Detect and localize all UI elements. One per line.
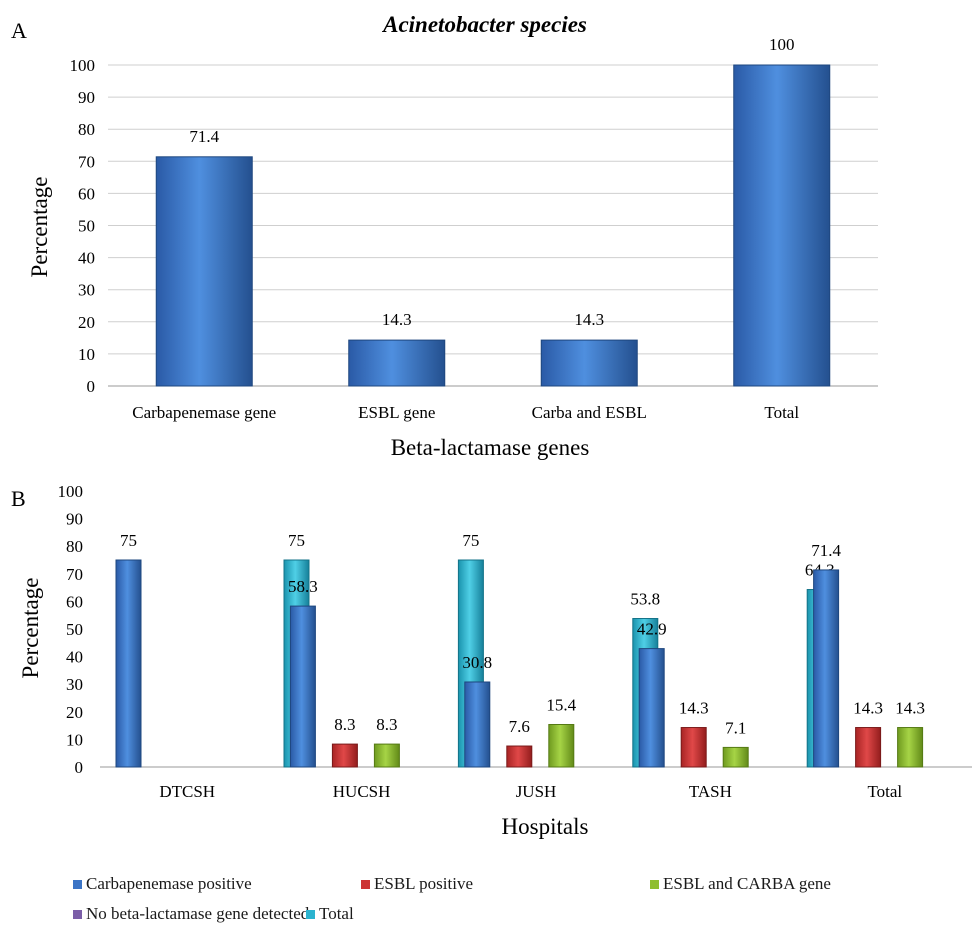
panel-a-xlabel: Beta-lactamase genes	[391, 435, 590, 460]
x-tick-label: JUSH	[516, 782, 557, 801]
x-tick-label: HUCSH	[333, 782, 391, 801]
data-label: 14.3	[574, 310, 604, 329]
y-tick-label: 40	[66, 648, 83, 667]
data-label: 14.3	[679, 699, 709, 718]
data-label: 7.1	[725, 718, 746, 737]
legend-swatch-icon	[650, 879, 659, 889]
bar	[548, 723, 575, 768]
panel-b-ylabel: Percentage	[18, 578, 43, 679]
data-label: 75	[120, 531, 137, 550]
y-tick-label: 60	[78, 184, 95, 203]
bar	[680, 727, 707, 768]
data-label: 75	[288, 531, 305, 550]
data-label: 15.4	[546, 695, 576, 714]
y-tick-label: 80	[78, 120, 95, 139]
bar	[506, 745, 533, 768]
data-label: 58.3	[288, 577, 318, 596]
data-label: 14.3	[853, 699, 883, 718]
y-tick-label: 30	[78, 281, 95, 300]
bar	[638, 648, 665, 768]
bar	[897, 727, 924, 768]
legend-item-no-gene: No beta-lactamase gene detected	[73, 904, 309, 924]
panel-b-letter: B	[11, 486, 26, 511]
legend-label: ESBL positive	[374, 874, 474, 893]
panel-a-plot: 0 10 20 30 40 50 60 70 80 90 100 71.4 Carbapenemase …	[70, 35, 878, 422]
panel-b-xlabel: Hospitals	[502, 814, 589, 839]
data-label: 53.8	[630, 590, 660, 609]
y-tick-label: 10	[66, 730, 83, 749]
legend-item-esbl: ESBL positive	[361, 874, 473, 894]
x-tick-label: ESBL gene	[358, 403, 435, 422]
data-label: 30.8	[462, 653, 492, 672]
legend-item-total: Total	[306, 904, 354, 924]
data-label: 75	[462, 531, 479, 550]
x-tick-label: DTCSH	[159, 782, 215, 801]
bar	[540, 339, 638, 387]
y-tick-label: 90	[66, 510, 83, 529]
x-tick-label: TASH	[689, 782, 732, 801]
y-tick-label: 20	[78, 313, 95, 332]
data-label: 71.4	[189, 127, 219, 146]
data-label: 8.3	[376, 715, 397, 734]
legend-label: Carbapenemase positive	[86, 874, 252, 893]
legend-label: ESBL and CARBA gene	[663, 874, 831, 893]
y-tick-label: 70	[78, 152, 95, 171]
y-tick-label: 10	[78, 345, 95, 364]
bar	[331, 743, 358, 768]
legend-swatch-icon	[361, 879, 370, 889]
x-tick-label: Carbapenemase gene	[132, 403, 276, 422]
data-label: 100	[769, 35, 795, 54]
data-label: 14.3	[382, 310, 412, 329]
legend-swatch-icon	[306, 909, 315, 919]
y-tick-label: 20	[66, 703, 83, 722]
y-tick-label: 100	[70, 56, 96, 75]
y-tick-label: 100	[58, 482, 84, 501]
y-tick-label: 60	[66, 592, 83, 611]
legend-swatch-icon	[73, 879, 82, 889]
legend-label: No beta-lactamase gene detected	[86, 904, 310, 923]
y-tick-label: 90	[78, 88, 95, 107]
x-tick-label: Total	[764, 403, 799, 422]
panel-a-letter: A	[11, 18, 27, 43]
bar	[289, 605, 316, 768]
bar	[464, 681, 491, 768]
data-label: 71.4	[811, 541, 841, 560]
y-tick-label: 30	[66, 675, 83, 694]
bar	[813, 569, 840, 768]
panel-b-plot: 0 10 20 30 40 50 60 70 80 90 100 75 75 DTCSH 58.3 8.3 8.…	[58, 482, 972, 801]
y-tick-label: 40	[78, 249, 95, 268]
x-tick-label: Carba and ESBL	[532, 403, 647, 422]
y-tick-label: 50	[78, 217, 95, 236]
legend-item-esbl-carba: ESBL and CARBA gene	[650, 874, 831, 894]
y-tick-label: 80	[66, 537, 83, 556]
y-tick-label: 0	[87, 377, 96, 396]
bar	[722, 746, 749, 768]
bar	[373, 743, 400, 768]
data-label: 8.3	[334, 715, 355, 734]
legend-swatch-icon	[73, 909, 82, 919]
legend-label: Total	[319, 904, 354, 923]
y-tick-label: 0	[75, 758, 84, 777]
x-tick-label: Total	[867, 782, 902, 801]
y-tick-label: 50	[66, 620, 83, 639]
y-tick-label: 70	[66, 565, 83, 584]
data-label: 7.6	[509, 717, 530, 736]
bar	[733, 64, 831, 387]
bar	[155, 156, 253, 387]
legend-item-carbapenemase: Carbapenemase positive	[73, 874, 252, 894]
bar	[855, 727, 882, 768]
data-label: 14.3	[895, 699, 925, 718]
bar	[115, 559, 142, 768]
panel-a-title: Acinetobacter species	[381, 12, 587, 37]
panel-a-ylabel: Percentage	[27, 177, 52, 278]
bar	[348, 339, 446, 387]
data-label: 42.9	[637, 620, 667, 639]
